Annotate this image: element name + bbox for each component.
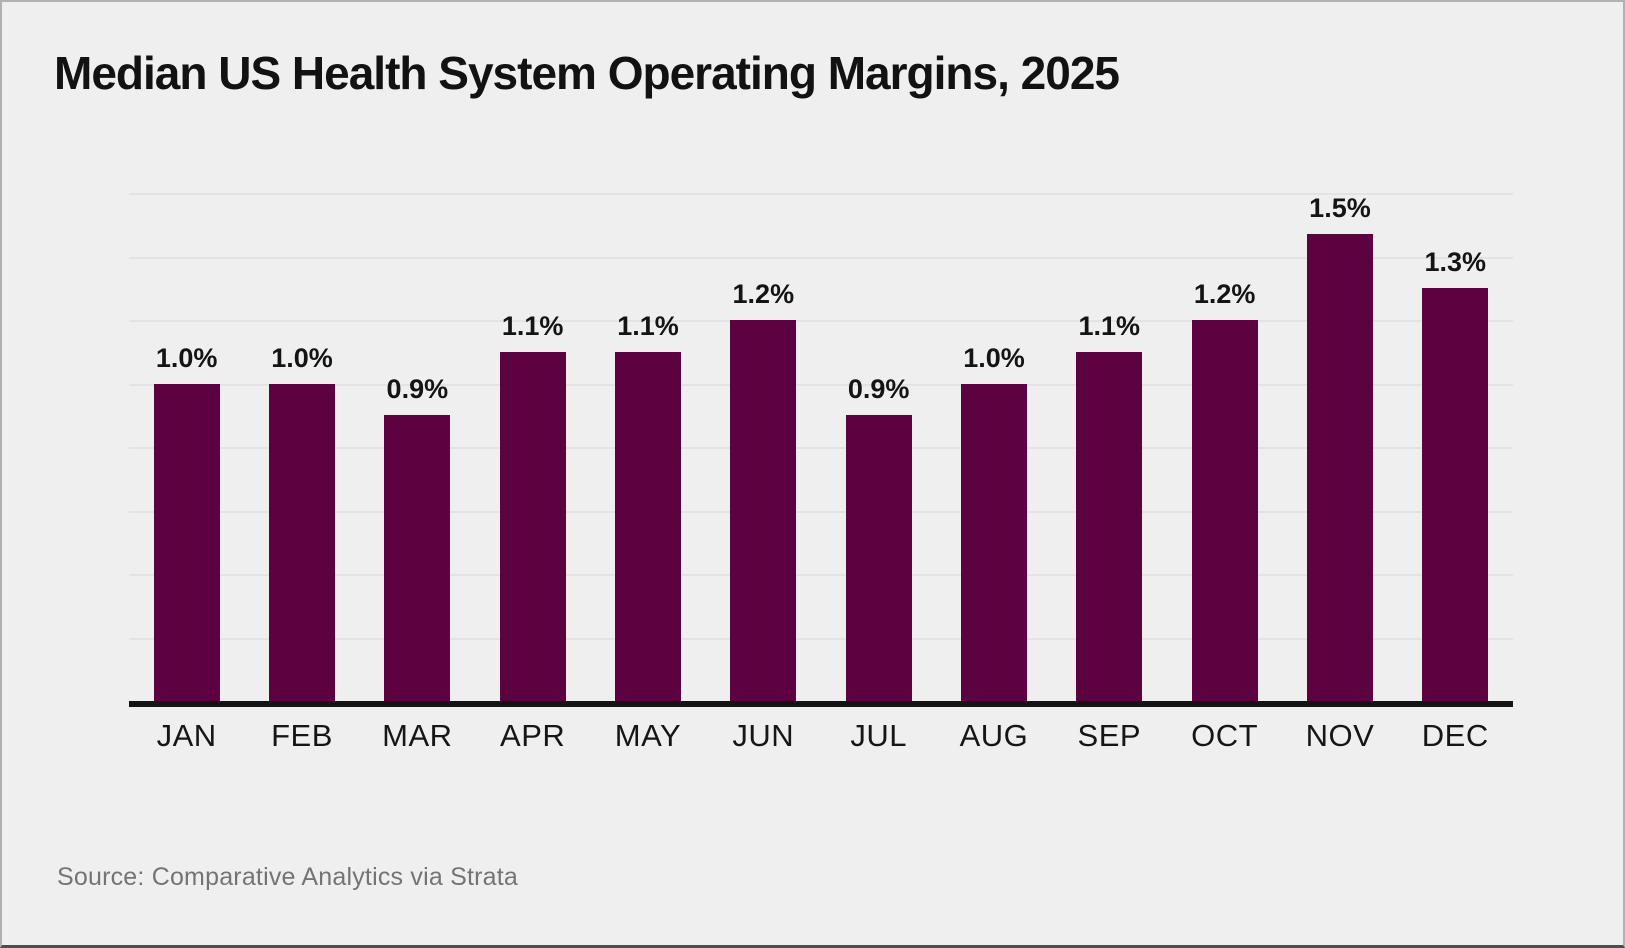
x-axis-label-jul: JUL: [850, 718, 907, 753]
gridline: [129, 383, 1513, 386]
x-axis-label-nov: NOV: [1305, 718, 1375, 753]
x-axis-label-aug: AUG: [959, 718, 1029, 753]
bar-oct: [1191, 320, 1258, 701]
bar-slot-sep: 1.1%: [1052, 193, 1167, 701]
gridline: [129, 637, 1513, 640]
bar-value-label: 0.9%: [847, 374, 910, 405]
bar-slot-jan: 1.0%: [129, 193, 244, 701]
bar-sep: [1076, 351, 1143, 701]
gridline: [129, 256, 1513, 259]
bar-value-label: 1.1%: [501, 310, 564, 341]
x-axis-label-dec: DEC: [1421, 718, 1489, 753]
bar-value-label: 0.9%: [386, 374, 449, 405]
bar-jul: [845, 415, 912, 701]
bar-slot-oct: 1.2%: [1167, 193, 1282, 701]
bar-value-label: 1.5%: [1309, 193, 1371, 223]
x-axis-label-jan: JAN: [156, 718, 217, 753]
gridline: [129, 193, 1513, 195]
bar-slot-apr: 1.1%: [475, 193, 590, 701]
x-axis-label-may: MAY: [614, 718, 682, 753]
bar-value-label: 1.2%: [1193, 279, 1256, 309]
chart-title: Median US Health System Operating Margin…: [54, 47, 1120, 99]
source-note: Source: Comparative Analytics via Strata: [57, 863, 518, 891]
bar-series: 1.0% 1.0% 0.9% 1.1% 1.1% 1.2% 0.9% 1.0% 1.1% 1.2%…: [129, 193, 1513, 701]
bar-slot-nov: 1.5%: [1282, 193, 1397, 701]
bar-value-label: 1.0%: [271, 342, 333, 373]
bar-may: [614, 351, 681, 701]
bar-value-label: 1.0%: [155, 342, 218, 373]
gridline: [129, 320, 1513, 322]
bar-slot-jun: 1.2%: [706, 193, 821, 701]
bar-aug: [960, 383, 1027, 701]
gridline: [129, 510, 1513, 513]
bar-dec: [1422, 288, 1489, 701]
bar-value-label: 1.0%: [963, 342, 1025, 373]
bar-slot-may: 1.1%: [590, 193, 705, 701]
bar-value-label: 1.2%: [732, 279, 795, 309]
plot-area: 1.0% 1.0% 0.9% 1.1% 1.1% 1.2% 0.9% 1.0% 1.1% 1.2%…: [129, 193, 1513, 701]
x-axis-label-apr: APR: [500, 718, 566, 753]
bar-nov: [1306, 234, 1373, 701]
x-axis-label-feb: FEB: [271, 718, 333, 753]
x-axis-line: [129, 701, 1513, 707]
x-axis-label-oct: OCT: [1191, 718, 1259, 753]
bar-mar: [384, 415, 451, 701]
bar-jun: [730, 320, 797, 701]
bar-slot-aug: 1.0%: [936, 193, 1051, 701]
bar-jan: [153, 383, 220, 701]
bar-slot-mar: 0.9%: [360, 193, 475, 701]
x-axis-label-jun: JUN: [732, 718, 795, 753]
bar-feb: [268, 383, 335, 701]
bar-slot-dec: 1.3%: [1398, 193, 1513, 701]
x-axis-label-mar: MAR: [382, 718, 453, 753]
bar-value-label: 1.3%: [1424, 247, 1487, 278]
bar-value-label: 1.1%: [1078, 310, 1141, 341]
bar-apr: [499, 351, 566, 701]
bar-slot-feb: 1.0%: [244, 193, 359, 701]
x-axis-label-sep: SEP: [1077, 718, 1142, 753]
gridline: [129, 574, 1513, 576]
x-axis-labels: JAN FEB MAR APR MAY JUN JUL AUG SEP OCT NOV DEC: [129, 718, 1513, 754]
bar-slot-jul: 0.9%: [821, 193, 936, 701]
gridline: [129, 447, 1513, 449]
bar-value-label: 1.1%: [617, 310, 679, 341]
